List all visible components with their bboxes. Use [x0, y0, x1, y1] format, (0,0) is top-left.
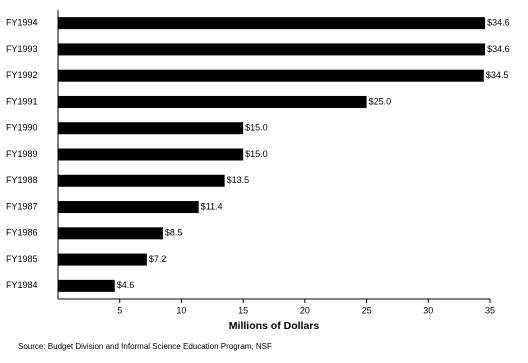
x-tick-label: 5: [117, 305, 122, 315]
value-label: $34.6: [487, 18, 510, 28]
y-tick-label: FY1986: [6, 228, 38, 238]
x-tick-label: 10: [176, 305, 186, 315]
y-tick-label: FY1985: [6, 254, 38, 264]
bar: [58, 201, 199, 214]
bar: [58, 253, 147, 266]
bar: [58, 279, 115, 292]
y-tick-label: FY1987: [6, 201, 38, 211]
y-tick-label: FY1991: [6, 96, 38, 106]
bar: [58, 43, 486, 56]
bar: [58, 227, 163, 240]
y-tick-label: FY1989: [6, 149, 38, 159]
value-label: $34.5: [486, 70, 509, 80]
value-label: $13.5: [227, 175, 250, 185]
source-note: Source: Budget Division and Informal Sci…: [18, 342, 272, 351]
value-label: $34.6: [487, 44, 510, 54]
x-tick-label: 25: [362, 305, 372, 315]
y-tick-label: FY1994: [6, 18, 38, 28]
y-tick-label: FY1990: [6, 123, 38, 133]
value-label: $15.0: [245, 123, 268, 133]
x-tick-label: 35: [485, 305, 495, 315]
value-label: $4.6: [117, 280, 135, 290]
x-tick-label: 15: [238, 305, 248, 315]
value-label: $15.0: [245, 149, 268, 159]
bar: [58, 174, 225, 187]
x-axis-title: Millions of Dollars: [229, 320, 320, 332]
value-label: $8.5: [165, 228, 183, 238]
bar: [58, 17, 486, 30]
x-tick-label: 30: [423, 305, 433, 315]
x-tick-label: 20: [300, 305, 310, 315]
value-label: $25.0: [369, 96, 392, 106]
value-label: $11.4: [201, 201, 223, 211]
bar: [58, 122, 244, 135]
y-tick-label: FY1993: [6, 44, 38, 54]
y-tick-label: FY1992: [6, 70, 38, 80]
y-tick-label: FY1988: [6, 175, 38, 185]
bar: [58, 95, 367, 108]
bar: [58, 148, 244, 161]
value-label: $7.2: [149, 254, 167, 264]
bar: [58, 69, 484, 82]
y-tick-label: FY1984: [6, 280, 38, 290]
